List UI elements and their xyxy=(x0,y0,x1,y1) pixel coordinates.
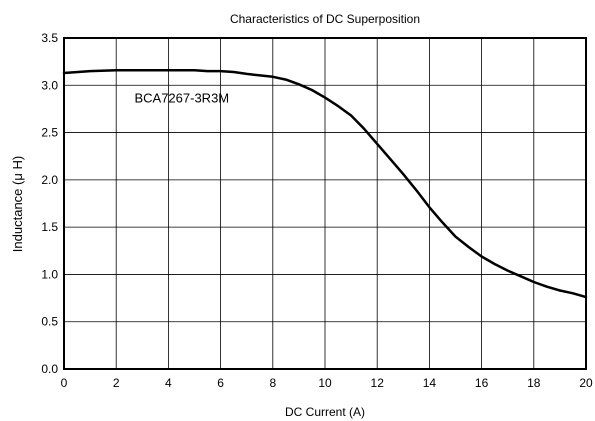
x-axis-label: DC Current (A) xyxy=(285,405,365,419)
y-tick-label: 3.0 xyxy=(41,78,58,92)
y-axis-ticks: 0.0 0.5 1.0 1.5 2.0 2.5 3.0 3.5 xyxy=(41,31,58,376)
x-tick-label: 4 xyxy=(165,376,172,390)
x-tick-label: 0 xyxy=(61,376,68,390)
x-tick-label: 16 xyxy=(475,376,489,390)
x-tick-label: 20 xyxy=(579,376,593,390)
x-tick-label: 6 xyxy=(217,376,224,390)
x-axis-ticks: 0 2 4 6 8 10 12 14 16 18 20 xyxy=(61,376,593,390)
x-tick-label: 12 xyxy=(371,376,385,390)
x-tick-label: 18 xyxy=(527,376,541,390)
series-annotation-label: BCA7267-3R3M xyxy=(134,90,229,105)
inductance-curve xyxy=(62,68,588,299)
y-tick-label: 0.0 xyxy=(41,362,58,376)
y-tick-label: 2.5 xyxy=(41,126,58,140)
y-axis-label: Inductance (μ H) xyxy=(10,156,25,252)
x-tick-label: 10 xyxy=(318,376,332,390)
x-tick-label: 8 xyxy=(269,376,276,390)
y-tick-label: 1.5 xyxy=(41,220,58,234)
y-tick-label: 0.5 xyxy=(41,315,58,329)
y-tick-label: 2.0 xyxy=(41,173,58,187)
x-tick-label: 14 xyxy=(423,376,437,390)
y-tick-label: 1.0 xyxy=(41,267,58,281)
chart-title: Characteristics of DC Superposition xyxy=(230,12,420,26)
grid xyxy=(64,38,586,369)
y-tick-label: 3.5 xyxy=(41,31,58,45)
plot-frame xyxy=(63,37,587,370)
x-tick-label: 2 xyxy=(113,376,120,390)
annotations: BCA7267-3R3M xyxy=(134,90,229,105)
